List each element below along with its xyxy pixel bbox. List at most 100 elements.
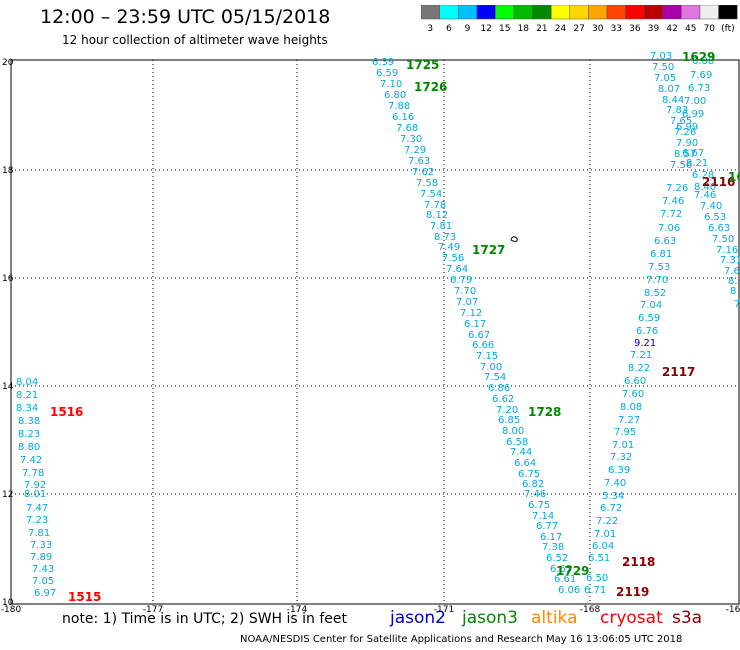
latitude-tick-label: 12 [2, 490, 13, 500]
wave-height-value: 7.30 [400, 134, 422, 145]
colorbar-tick-label: 24 [555, 24, 567, 34]
wave-height-value: 7.33 [30, 540, 52, 551]
wave-height-value: 6.65 [550, 564, 572, 575]
wave-height-value: 6.53 [704, 212, 726, 223]
wave-height-tracks: 8.048.218.348.388.238.807.427.787.928.01… [16, 51, 740, 599]
wave-height-value: 6.17 [464, 319, 486, 330]
wave-height-value: 8.73 [434, 232, 456, 243]
wave-height-value: 8.21 [16, 390, 38, 401]
wave-height-value: 7.26 [666, 183, 688, 194]
wave-height-value: 8.3 [728, 276, 740, 287]
wave-height-value: 8.07 [658, 84, 680, 95]
wave-height-value: 6.60 [624, 376, 646, 387]
wave-height-value: 6.63 [654, 236, 676, 247]
wave-height-value: 6.67 [682, 148, 704, 159]
pass-time-label: 2119 [616, 585, 649, 599]
wave-height-value: 7.81 [430, 221, 452, 232]
wave-height-value: 6.62 [492, 394, 514, 405]
wave-height-value: 7.05 [32, 576, 54, 587]
wave-height-value: 7.00 [684, 96, 706, 107]
wave-height-value: 6.66 [472, 340, 494, 351]
wave-height-value: 7.27 [618, 415, 640, 426]
wave-height-value: 7.49 [438, 242, 460, 253]
colorbar-tick-label: (ft) [721, 24, 735, 34]
latitude-ticks: 20 18 16 14 12 10 [2, 58, 14, 608]
wave-height-value: 7.65 [670, 116, 692, 127]
pass-time-labels: 1725 1726 1727 1728 1729 1629 1516 1515 2117 2118… [50, 50, 740, 604]
wave-height-value: 7.44 [510, 447, 532, 458]
longitude-tick-label: -16 [726, 605, 740, 615]
wave-height-value: 7.6 [724, 266, 740, 277]
wave-height-value: 7.90 [676, 138, 698, 149]
wave-height-value: 6.61 [554, 574, 576, 585]
wave-height-value: 7.92 [24, 480, 46, 491]
wave-height-value: 6.97 [34, 588, 56, 599]
wave-height-value: 8.52 [644, 288, 666, 299]
colorbar-tick-label: 15 [499, 24, 510, 34]
wave-height-value: 7.05 [654, 73, 676, 84]
wave-height-value: 7.62 [412, 167, 434, 178]
colorbar-tick-label: 33 [611, 24, 622, 34]
wave-height-value: 7.56 [670, 160, 692, 171]
wave-height-value: 7.20 [496, 405, 518, 416]
colorbar-tick-label: 42 [666, 24, 677, 34]
wave-height-value: 6.73 [688, 83, 710, 94]
wave-height-value: 6.63 [708, 223, 730, 234]
longitude-tick-label: -174 [287, 605, 308, 615]
wave-height-value: 8.23 [18, 429, 40, 440]
wave-height-value: 7.89 [30, 552, 52, 563]
pass-time-label: 2117 [662, 365, 695, 379]
wave-height-value: 6.59 [376, 68, 398, 79]
wave-height-value: 7.56 [442, 253, 464, 264]
wave-height-value: 7.01 [612, 440, 634, 451]
pass-time-label: 16 [728, 170, 740, 184]
wave-height-value: 6.06 [558, 585, 580, 596]
wave-height-value: 7.69 [690, 70, 712, 81]
wave-height-value: 8.00 [502, 426, 524, 437]
wave-height-value: 6.50 [586, 573, 608, 584]
wave-height-value: 7.29 [404, 145, 426, 156]
wave-height-value: 8 [730, 286, 736, 297]
wave-height-value: 7.50 [652, 62, 674, 73]
colorbar-tick-label: 18 [518, 24, 530, 34]
pass-time-label: 1516 [50, 405, 83, 419]
wave-height-value: 6.81 [650, 249, 672, 260]
wave-height-value: 7.47 [26, 503, 48, 514]
colorbar-tick-label: 12 [480, 24, 491, 34]
wave-height-value: 6.72 [600, 503, 622, 514]
pass-time-label: 2116 [702, 175, 735, 189]
wave-height-value: 9.21 [634, 338, 656, 349]
wave-height-value: 6.85 [498, 415, 520, 426]
pass-time-label: 1629 [682, 50, 715, 64]
wave-height-value: 7.00 [480, 362, 502, 373]
colorbar-tick-label: 21 [536, 24, 547, 34]
colorbar-tick-label: 39 [648, 24, 660, 34]
colorbar-swatch [718, 5, 738, 20]
wave-height-value: 7.21 [630, 350, 652, 361]
wave-height-value: 6.76 [636, 326, 658, 337]
wave-height-value: 7.53 [648, 262, 670, 273]
longitude-tick-label: -171 [434, 605, 454, 615]
wave-height-value: 7.95 [614, 427, 636, 438]
wave-height-value: 7.23 [26, 515, 48, 526]
wave-height-value: 7.64 [446, 264, 468, 275]
wave-height-value: 6.99 [682, 109, 704, 120]
wave-height-value: 6.79 [450, 275, 472, 286]
wave-height-value: 6.80 [384, 90, 406, 101]
wave-height-value: 6.67 [468, 330, 490, 341]
satellite-legend-jason3: jason3 [462, 608, 518, 628]
wave-height-value: 7.38 [542, 542, 564, 553]
wave-height-value: 6.71 [584, 585, 606, 596]
wave-height-value: 8.04 [16, 377, 38, 388]
wave-height-value: 7.81 [28, 528, 50, 539]
wave-height-value: 7.46 [662, 196, 684, 207]
wave-height-value: 7.32 [610, 452, 632, 463]
wave-height-value: 6.28 [692, 170, 714, 181]
wave-height-value: 7.70 [454, 286, 476, 297]
wave-height-value: 7.68 [396, 123, 418, 134]
wave-height-value: 7.04 [640, 300, 662, 311]
wave-height-value: 6.99 [676, 122, 698, 133]
wave-height-value: 7.72 [660, 209, 682, 220]
wave-height-value: 7.88 [388, 101, 410, 112]
